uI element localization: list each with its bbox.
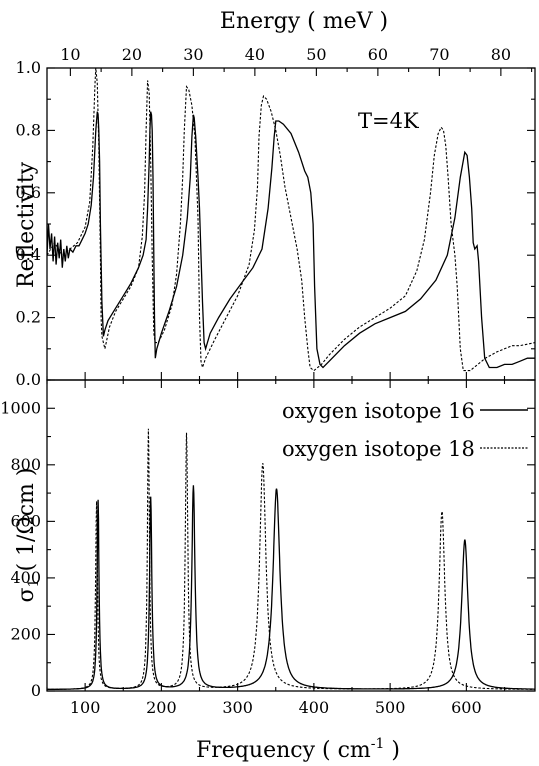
sigma-symbol: σ xyxy=(14,587,39,602)
conductivity-y-label: σ1 ( 1/Ωcm ) xyxy=(14,468,42,603)
reflectivity-line-isotope-16 xyxy=(47,111,535,369)
legend-label-isotope-18: oxygen isotope 18 xyxy=(282,437,475,461)
conductivity-y-tick-label: 1000 xyxy=(0,398,41,417)
conductivity-line-isotope-18 xyxy=(47,428,535,690)
top-axis-title: Energy ( meV ) xyxy=(220,9,388,34)
reflectivity-y-tick-label: 0.4 xyxy=(16,245,41,264)
energy-tick-label: 60 xyxy=(368,45,388,64)
sigma-subscript: 1 xyxy=(26,579,42,588)
x-axis-label-sup: -1 xyxy=(371,736,385,752)
energy-tick-label: 10 xyxy=(60,45,80,64)
temperature-annotation: T=4K xyxy=(358,109,419,133)
tick-layer xyxy=(46,67,535,692)
conductivity-y-tick-label: 600 xyxy=(10,511,41,530)
reflectivity-y-tick-label: 1.0 xyxy=(16,58,41,77)
reflectivity-y-tick-label: 0.6 xyxy=(16,183,41,202)
reflectivity-series-layer xyxy=(47,68,535,372)
reflectivity-y-tick-label: 0.0 xyxy=(16,370,41,389)
reflectivity-panel-frame xyxy=(46,67,536,381)
x-tick-label: 600 xyxy=(451,698,482,717)
x-axis-label-text: Frequency ( cm xyxy=(196,738,371,763)
x-axis-label: Frequency ( cm-1 ) xyxy=(196,736,400,763)
x-tick-label: 100 xyxy=(70,698,101,717)
conductivity-series-layer xyxy=(47,428,535,690)
legend: oxygen isotope 16 oxygen isotope 18 xyxy=(282,399,528,461)
x-tick-label: 500 xyxy=(375,698,406,717)
energy-tick-label: 50 xyxy=(306,45,326,64)
energy-tick-label: 30 xyxy=(183,45,203,64)
conductivity-y-tick-label: 400 xyxy=(10,568,41,587)
energy-tick-label: 70 xyxy=(429,45,449,64)
energy-tick-label: 80 xyxy=(491,45,511,64)
x-tick-label: 400 xyxy=(299,698,330,717)
conductivity-units: ( 1/Ωcm ) xyxy=(14,468,39,579)
conductivity-y-tick-label: 800 xyxy=(10,455,41,474)
legend-label-isotope-16: oxygen isotope 16 xyxy=(282,399,475,423)
x-axis-label-close: ) xyxy=(384,738,400,763)
conductivity-panel-frame xyxy=(46,379,536,692)
reflectivity-line-isotope-18 xyxy=(47,68,535,372)
reflectivity-y-tick-label: 0.2 xyxy=(16,308,41,327)
conductivity-line-isotope-16 xyxy=(47,485,535,690)
energy-tick-label: 40 xyxy=(245,45,265,64)
reflectivity-y-tick-label: 0.8 xyxy=(16,120,41,139)
x-tick-label: 300 xyxy=(222,698,253,717)
x-tick-label: 200 xyxy=(146,698,177,717)
conductivity-y-tick-label: 0 xyxy=(31,681,41,700)
energy-tick-label: 20 xyxy=(122,45,142,64)
conductivity-y-tick-label: 200 xyxy=(10,624,41,643)
reflectivity-y-label: Reflectivity xyxy=(14,161,39,288)
